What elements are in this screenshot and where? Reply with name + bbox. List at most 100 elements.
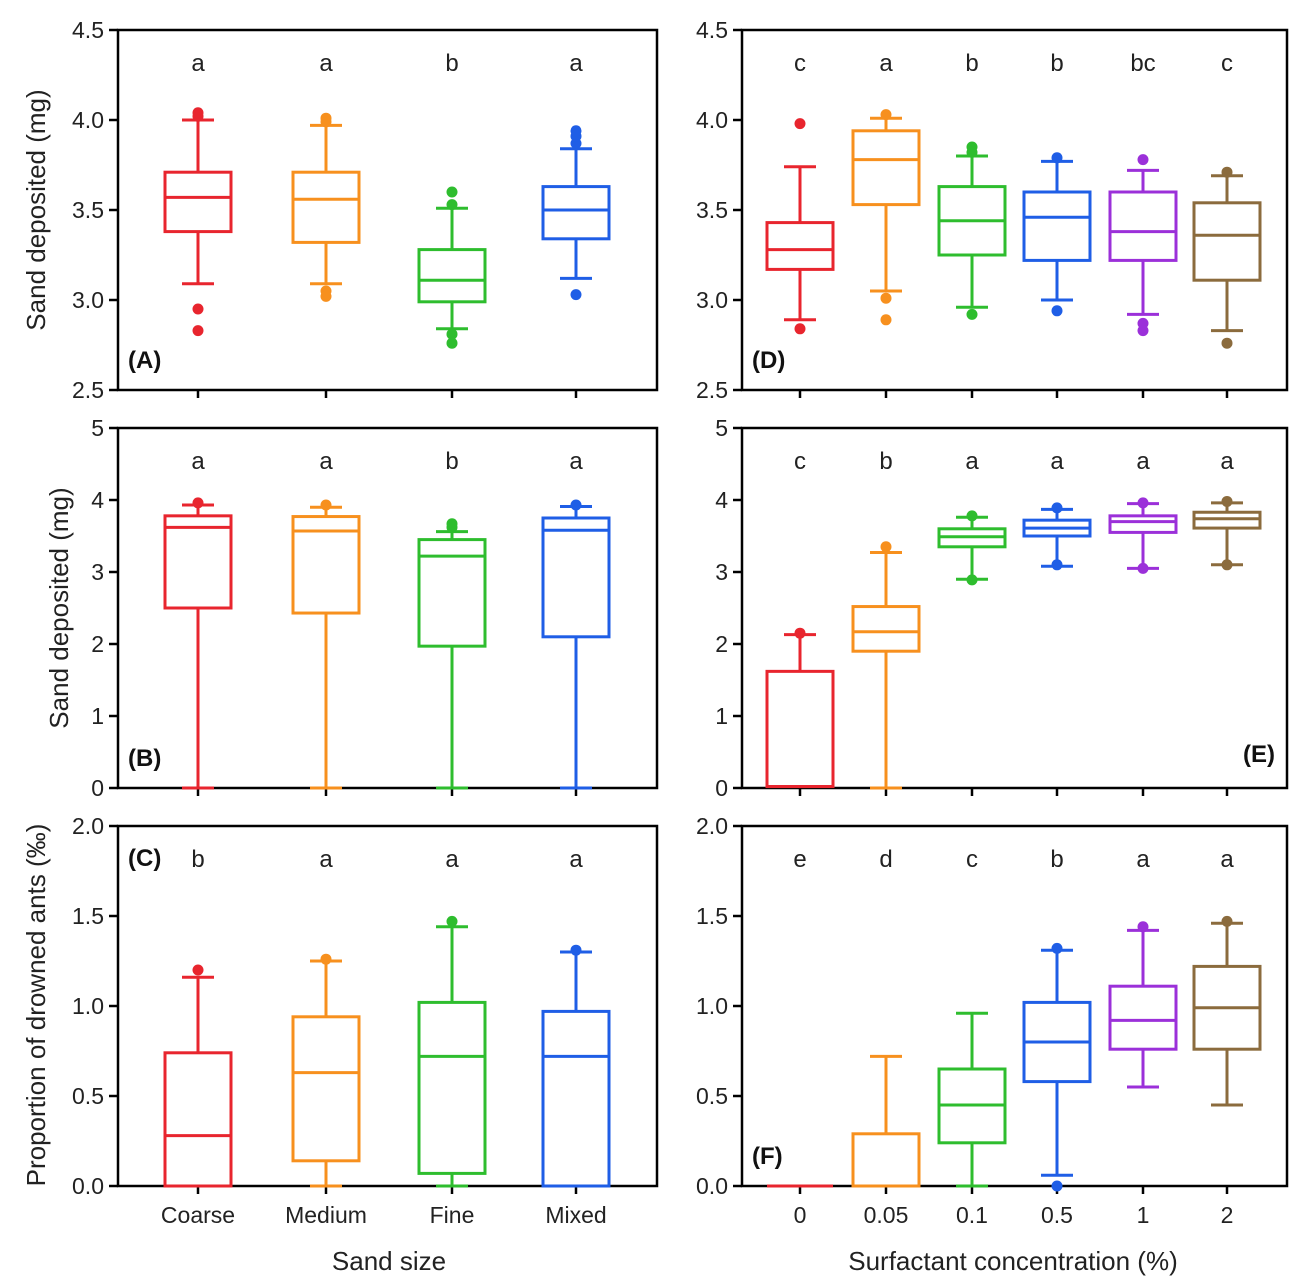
outlier-point	[880, 292, 892, 304]
y-tick-label: 4.0	[72, 107, 104, 133]
box-body	[417, 538, 487, 648]
box-body	[541, 1009, 611, 1188]
significance-letter: a	[1136, 448, 1150, 475]
outlier-point	[1051, 559, 1063, 571]
x-axis-title-sand-size: Sand size	[332, 1246, 446, 1276]
panel-label: (E)	[1243, 741, 1275, 768]
x-tick-label: 1	[1137, 1202, 1150, 1228]
significance-letter: a	[569, 846, 583, 873]
x-tick-label: 0.1	[956, 1202, 988, 1228]
outlier-point	[446, 186, 458, 198]
x-tick-label: Mixed	[545, 1202, 606, 1228]
box-1	[851, 541, 921, 790]
box-body	[1108, 514, 1178, 534]
y-tick-label: 4.0	[696, 107, 728, 133]
outlier-point	[880, 541, 892, 553]
outlier-point	[1051, 305, 1063, 317]
y-tick-label: 5	[91, 415, 104, 441]
box-body	[541, 185, 611, 241]
outlier-point	[320, 953, 332, 965]
y-tick-label: 3	[715, 559, 728, 585]
box-2	[417, 915, 487, 1188]
box-4	[1108, 154, 1178, 337]
y-tick-label: 3.0	[72, 287, 104, 313]
box-body	[291, 1015, 361, 1163]
box-body	[1192, 201, 1262, 282]
y-tick-label: 2	[91, 631, 104, 657]
box-body	[163, 1051, 233, 1188]
box-body	[163, 170, 233, 234]
significance-letter: b	[191, 846, 204, 873]
y-tick-label: 5	[715, 415, 728, 441]
x-axis-title-surfactant: Surfactant concentration (%)	[848, 1246, 1178, 1276]
outlier-point	[320, 290, 332, 302]
outlier-point	[192, 964, 204, 976]
y-tick-label: 1.0	[696, 993, 728, 1019]
outlier-point	[1221, 166, 1233, 178]
outlier-point	[1137, 325, 1149, 337]
y-tick-label: 4	[715, 487, 728, 513]
plot-frame	[740, 824, 1289, 1188]
y-axis-title-bottom: Proportion of drowned ants (‰)	[21, 824, 51, 1187]
y-tick-label: 2.5	[696, 377, 728, 403]
y-tick-label: 2.5	[72, 377, 104, 403]
significance-letter: a	[319, 448, 333, 475]
outlier-point	[570, 944, 582, 956]
significance-letter: a	[879, 50, 893, 77]
outlier-point	[794, 118, 806, 130]
outlier-point	[446, 199, 458, 211]
significance-letter: a	[569, 448, 583, 475]
significance-letter: e	[793, 846, 806, 873]
outlier-point	[966, 574, 978, 586]
significance-letter: b	[965, 50, 978, 77]
outlier-point	[1051, 1180, 1063, 1192]
panel-label: (A)	[128, 347, 161, 374]
box-body	[163, 514, 233, 610]
outlier-point	[1137, 562, 1149, 574]
box-1	[291, 953, 361, 1188]
outlier-point	[794, 323, 806, 335]
significance-letter: b	[879, 448, 892, 475]
plot-frame	[740, 28, 1289, 392]
x-tick-label: Fine	[430, 1202, 475, 1228]
outlier-point	[320, 499, 332, 511]
significance-letter: a	[319, 846, 333, 873]
box-body	[1108, 984, 1178, 1051]
box-body	[851, 605, 921, 653]
y-tick-label: 0.5	[696, 1083, 728, 1109]
significance-letter: b	[445, 50, 458, 77]
x-tick-label: 0.05	[864, 1202, 909, 1228]
y-tick-label: 2.0	[696, 813, 728, 839]
panel-d: 2.5 3.0 3.5 4.0 4.5 c a b b bc c (D)	[696, 17, 1289, 403]
box-5	[1192, 915, 1262, 1107]
box-0	[163, 964, 233, 1188]
box-3	[541, 125, 611, 301]
outlier-point	[794, 627, 806, 639]
y-tick-label: 1	[715, 703, 728, 729]
box-body	[765, 221, 835, 271]
box-body	[291, 515, 361, 615]
box-3	[1022, 502, 1092, 571]
box-1	[291, 499, 361, 790]
box-body	[541, 516, 611, 639]
y-tick-label: 4.5	[72, 17, 104, 43]
box-0	[163, 107, 233, 337]
significance-letter: a	[319, 50, 333, 77]
box-4	[1108, 921, 1178, 1089]
box-1	[851, 1054, 921, 1188]
panel-a: 2.5 3.0 3.5 4.0 4.5 a a b a (A)	[72, 17, 659, 403]
outlier-point	[966, 141, 978, 153]
x-tick-label: 2	[1221, 1202, 1234, 1228]
box-1	[851, 109, 921, 326]
outlier-point	[880, 109, 892, 121]
y-axis-title-middle: Sand deposited (mg)	[44, 487, 74, 728]
significance-letter: c	[1221, 50, 1233, 77]
box-body	[417, 1000, 487, 1175]
box-body	[1022, 190, 1092, 262]
significance-letter: a	[1220, 846, 1234, 873]
box-0	[765, 627, 835, 789]
x-tick-label: 0	[794, 1202, 807, 1228]
y-tick-label: 3.5	[72, 197, 104, 223]
significance-letter: b	[1050, 50, 1063, 77]
significance-letter: a	[1220, 448, 1234, 475]
